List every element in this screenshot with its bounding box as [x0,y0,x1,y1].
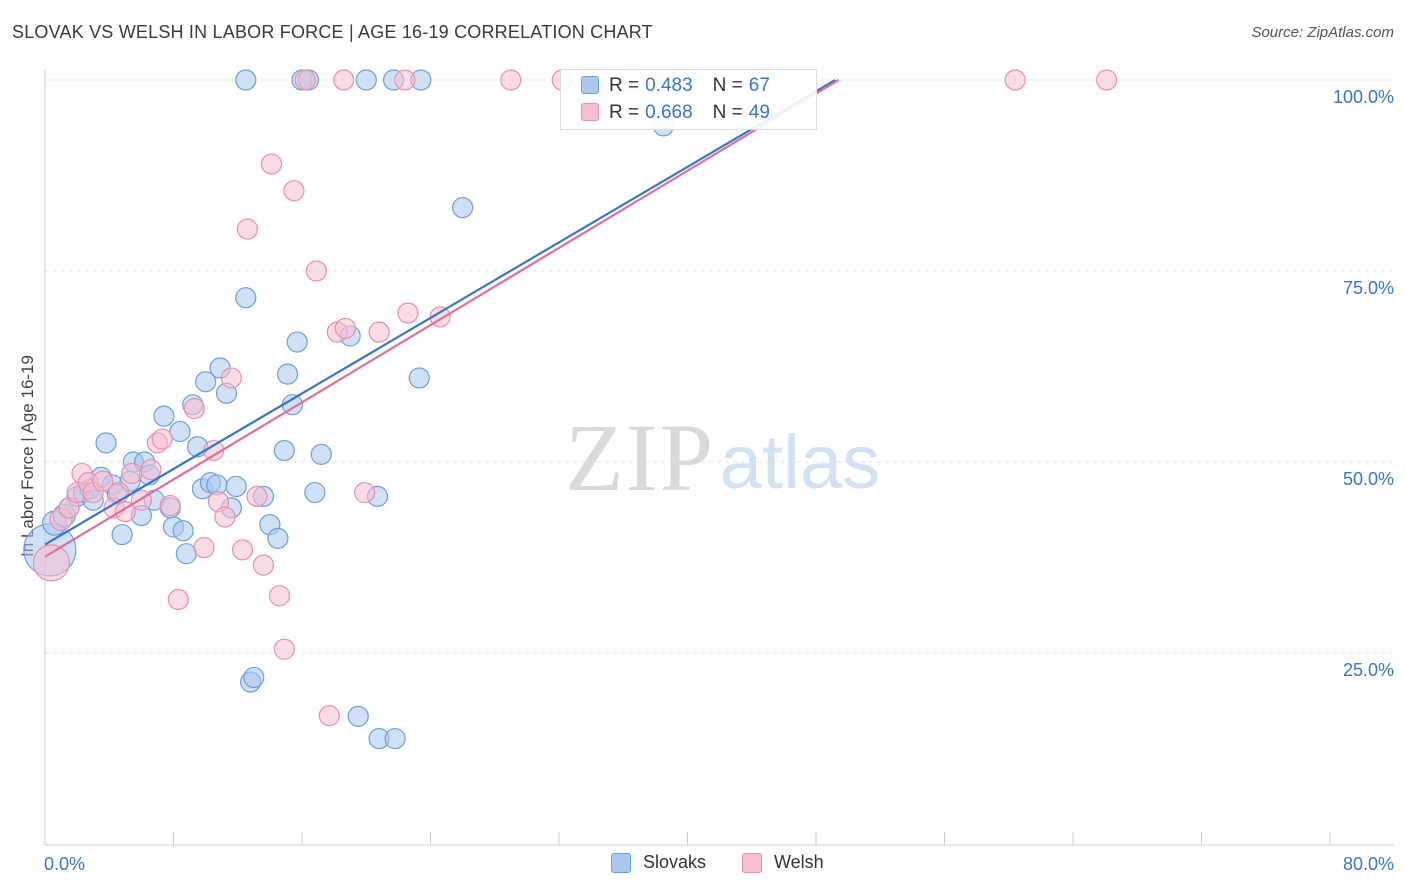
welsh-point [167,588,189,611]
welsh-point [220,367,242,389]
welsh-point [140,459,162,481]
slovaks-point [235,69,257,91]
welsh-point [121,462,143,485]
slovaks-point [347,705,369,728]
slovaks-point [235,287,257,309]
welsh-point [159,494,181,517]
welsh-point [252,554,275,576]
welsh-point [231,539,254,561]
welsh-point [294,69,316,91]
welsh-point [334,317,356,339]
welsh-point [333,69,355,91]
legend-n-label: N = [712,102,743,123]
y-tick-label: 100.0% [1333,87,1394,107]
tick-label-layer: 25.0% 50.0% 75.0% 100.0% 0.0% 80.0% [44,87,1394,874]
welsh-point [500,69,522,91]
slovaks-point [452,196,474,219]
slovaks-point [175,543,197,565]
legend-item-slovaks[interactable]: Slovaks [611,852,706,873]
slovaks-point [304,481,326,504]
slovaks-point [172,520,194,542]
legend-label-welsh: Welsh [774,852,824,872]
welsh-point [394,69,416,91]
chart-title: SLOVAK VS WELSH IN LABOR FORCE | AGE 16-… [12,22,653,42]
slovaks-trend-line [44,79,836,546]
x-tick-label-min: 0.0% [44,854,85,874]
welsh-point [273,638,295,660]
slovaks-point [169,420,191,443]
slovaks-swatch [581,76,599,94]
welsh-point [183,397,205,420]
slovaks-point [408,367,430,389]
welsh-point [260,153,283,175]
welsh-trend-line [44,79,840,558]
welsh-point [108,481,130,504]
welsh-point [283,180,305,202]
welsh-point [305,260,328,282]
legend-n-value: 67 [748,75,770,96]
watermark-zip: ZIP [565,404,715,511]
legend-row-welsh: R = 0.668 N = 49 [581,101,770,125]
source-label: Source: ZipAtlas.com [1251,24,1394,41]
welsh-point [268,585,291,607]
welsh-point [236,218,258,240]
slovaks-point [243,666,265,689]
welsh-point [397,302,419,324]
welsh-point [318,705,340,727]
welsh-swatch [581,103,599,121]
welsh-point [214,506,236,528]
slovaks-point [267,527,289,550]
legend-item-welsh[interactable]: Welsh [742,852,824,873]
y-tick-label: 75.0% [1343,278,1394,298]
slovaks-point [384,727,406,750]
welsh-point [1004,69,1026,91]
slovaks-point [153,405,175,427]
slovaks-point [225,475,247,498]
trend-layer [44,79,840,558]
welsh-point [193,536,215,559]
slovaks-legend-swatch [611,852,631,873]
legend-r-value: 0.668 [645,102,693,123]
legend-r-label: R = [609,75,640,96]
slovaks-point [310,443,332,465]
legend-label-slovaks: Slovaks [643,852,707,872]
stats-legend: R = 0.483 N = 67 R = 0.668 N = 49 [560,69,817,130]
welsh-legend-swatch [742,852,762,873]
welsh-point [368,321,390,343]
y-tick-label: 25.0% [1343,660,1394,680]
slovaks-point [111,523,133,546]
welsh-point [32,544,71,582]
welsh-point [1096,69,1118,91]
slovaks-point [95,432,117,454]
slovaks-point [355,69,377,91]
legend-n-value: 49 [748,102,770,123]
legend-r-value: 0.483 [645,75,693,96]
slovaks-point [273,439,295,462]
slovaks-point [195,371,217,393]
x-tick-label-max: 80.0% [1343,854,1394,874]
welsh-point [246,485,268,507]
legend-row-slovaks: R = 0.483 N = 67 [581,74,770,98]
slovaks-point [286,331,308,353]
welsh-point [151,428,173,450]
series-legend: Slovaks Welsh [0,852,1406,878]
legend-r-label: R = [609,102,640,123]
axis-layer [44,70,1394,846]
legend-n-label: N = [712,75,743,96]
welsh-point [354,481,376,504]
slovaks-point [276,363,299,385]
watermark-atlas: atlas [720,420,881,505]
points-layer [23,69,1118,750]
grid-layer [45,79,1394,654]
welsh-point [92,470,114,492]
y-tick-label: 50.0% [1343,469,1394,489]
